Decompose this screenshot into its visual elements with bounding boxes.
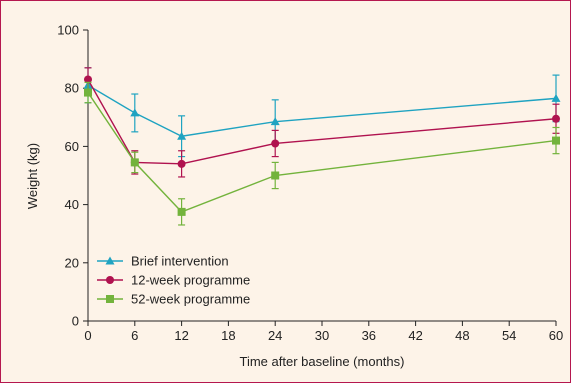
- x-tick-label: 24: [268, 328, 282, 343]
- ticks: 0 6 12 18 24 30 36 42 48 54 60 0 20 40 60 80 100: [57, 23, 563, 344]
- series-52-week-programme: [84, 81, 560, 226]
- legend-item-12-week-programme: 12-week programme: [97, 273, 250, 288]
- data-point: [551, 93, 561, 102]
- x-tick-label: 6: [131, 328, 138, 343]
- x-tick-label: 54: [502, 328, 516, 343]
- y-tick-label: 100: [57, 23, 79, 38]
- x-tick-label: 60: [549, 328, 563, 343]
- data-point: [177, 159, 186, 168]
- series-line: [87, 84, 557, 137]
- data-point: [271, 171, 280, 180]
- y-tick-label: 40: [65, 197, 79, 212]
- x-tick-label: 36: [362, 328, 376, 343]
- data-point: [177, 131, 187, 140]
- y-tick-label: 0: [72, 314, 79, 329]
- x-tick-label: 42: [408, 328, 422, 343]
- x-tick-label: 48: [455, 328, 469, 343]
- data-point: [552, 114, 560, 123]
- data-point: [130, 108, 140, 117]
- x-tick-label: 0: [84, 328, 91, 343]
- x-tick-label: 12: [174, 328, 188, 343]
- series-line: [87, 79, 557, 165]
- data-point: [552, 136, 560, 145]
- legend-label: Brief intervention: [131, 254, 229, 269]
- legend-marker: [106, 295, 114, 303]
- x-tick-label: 18: [221, 328, 235, 343]
- y-tick-label: 20: [65, 255, 79, 270]
- series-line: [87, 92, 557, 213]
- x-axis-title: Time after baseline (months): [240, 354, 405, 369]
- legend-item-52-week-programme: 52-week programme: [97, 292, 250, 307]
- data-point: [130, 158, 139, 167]
- series-brief-intervention: [83, 67, 561, 158]
- legend-label: 12-week programme: [131, 273, 250, 288]
- y-axis-title: Weight (kg): [25, 143, 40, 209]
- y-tick-label: 80: [65, 81, 79, 96]
- legend-marker: [105, 256, 115, 265]
- legend-label: 52-week programme: [131, 292, 250, 307]
- x-tick-label: 30: [315, 328, 329, 343]
- data-point: [84, 88, 92, 97]
- y-tick-label: 60: [65, 139, 79, 154]
- legend: Brief intervention 12-week programme 52-we…: [97, 254, 250, 307]
- series-12-week-programme: [84, 67, 560, 178]
- data-point: [270, 117, 280, 126]
- data-point: [177, 207, 186, 216]
- data-point: [271, 139, 280, 148]
- legend-item-brief-intervention: Brief intervention: [97, 254, 229, 269]
- series-layer: [83, 67, 561, 226]
- legend-marker: [106, 276, 114, 284]
- data-point: [84, 75, 92, 84]
